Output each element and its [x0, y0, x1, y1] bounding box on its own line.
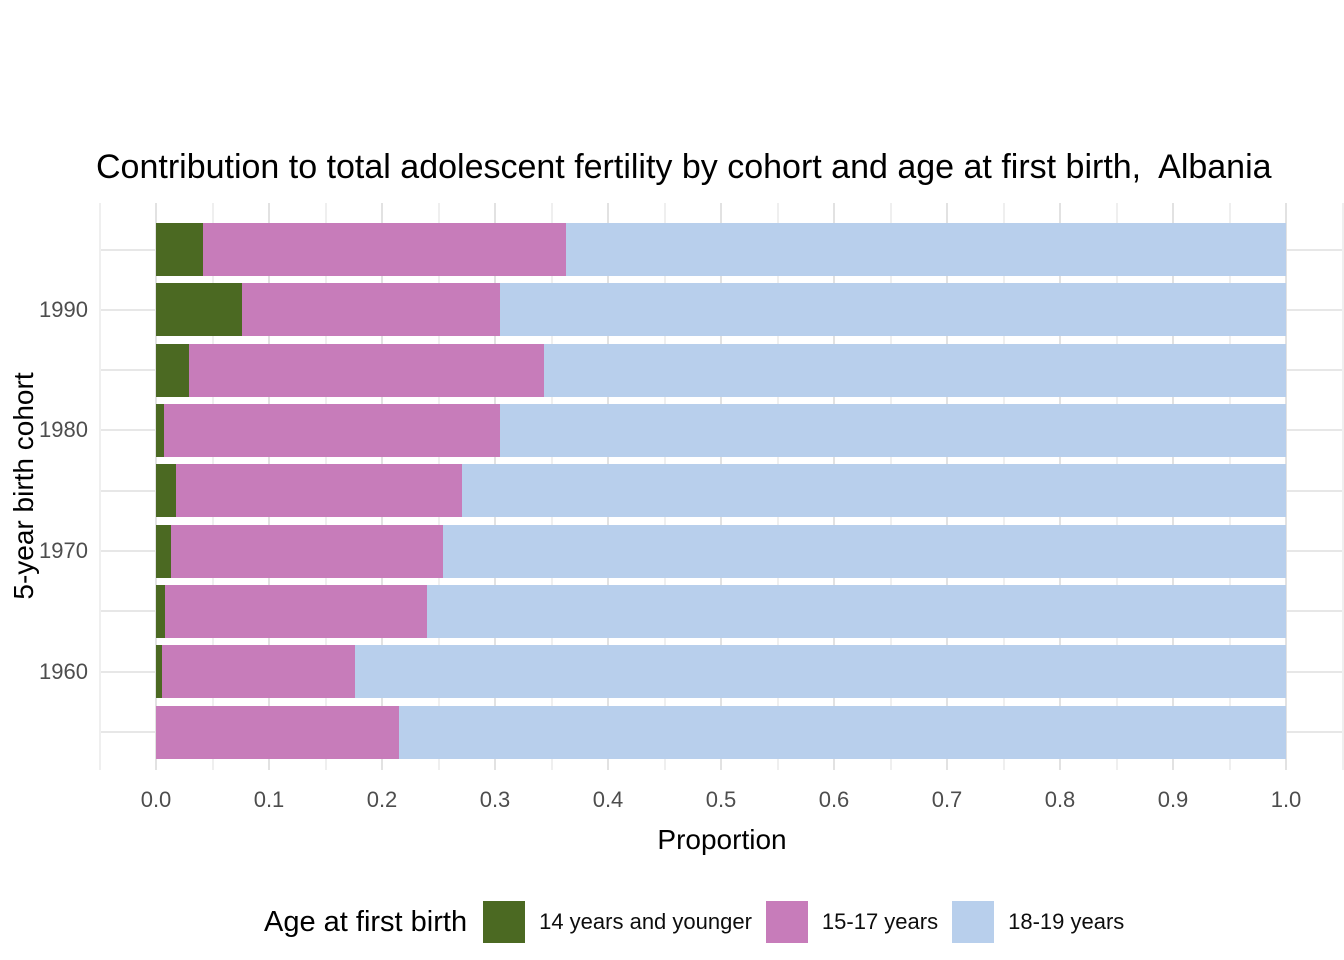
- bar-segment-15-17-years: [188, 343, 544, 397]
- legend-item: 18-19 years: [952, 901, 1124, 943]
- bar-segment-14-years-and-younger: [156, 343, 189, 397]
- x-tick-label: 1.0: [1270, 787, 1302, 812]
- major-gridline: [1285, 203, 1287, 770]
- x-tick-label: 0.9: [1157, 787, 1189, 812]
- legend-swatch-14-years-and-younger: [483, 901, 526, 943]
- bar-row: [156, 645, 1286, 699]
- bar-segment-14-years-and-younger: [156, 584, 166, 638]
- legend-title: Age at first birth: [264, 905, 468, 938]
- x-tick-label: 0.2: [366, 787, 398, 812]
- x-axis-tick-labels: 0.0 0.1 0.2 0.3 0.4 0.5 0.6 0.7 0.8 0.9 1.0: [100, 787, 1344, 815]
- y-axis-title: 5-year birth cohort: [8, 372, 39, 600]
- x-tick-label: 0.6: [818, 787, 850, 812]
- x-tick-label: 0.5: [705, 787, 737, 812]
- bar-segment-18-19-years: [354, 645, 1286, 699]
- x-tick-label: 0.8: [1044, 787, 1076, 812]
- x-tick-label: 0.4: [592, 787, 624, 812]
- y-tick-label: 1980: [39, 417, 88, 443]
- bar-segment-15-17-years: [156, 705, 399, 759]
- x-tick-label: 0.1: [253, 787, 285, 812]
- bar-segment-15-17-years: [170, 524, 444, 578]
- y-tick-label: 1970: [39, 538, 88, 564]
- bar-segment-14-years-and-younger: [156, 645, 162, 699]
- bar-row: [156, 524, 1286, 578]
- bar-segment-18-19-years: [443, 524, 1286, 578]
- bar-segment-15-17-years: [161, 645, 355, 699]
- plot-panel: [98, 203, 1344, 770]
- legend-item: 14 years and younger: [483, 901, 752, 943]
- legend: Age at first birth 14 years and younger 1…: [264, 898, 1138, 946]
- x-axis-title: Proportion: [657, 824, 787, 855]
- bar-row: [156, 283, 1286, 337]
- legend-item: 15-17 years: [765, 901, 939, 943]
- bar-row: [156, 403, 1286, 457]
- bar-segment-15-17-years: [241, 283, 500, 337]
- y-axis-tick-labels: 1990 1980 1970 1960: [0, 0, 88, 960]
- legend-label: 15-17 years: [821, 909, 939, 934]
- legend-swatch-18-19-years: [952, 901, 995, 943]
- x-tick-label: 0.7: [931, 787, 963, 812]
- bar-segment-18-19-years: [398, 705, 1286, 759]
- bar-segment-18-19-years: [543, 343, 1286, 397]
- legend-label: 18-19 years: [1008, 909, 1125, 934]
- minor-gridline: [1341, 203, 1344, 770]
- bar-segment-15-17-years: [176, 464, 463, 518]
- bar-segment-18-19-years: [462, 464, 1286, 518]
- bars-layer: [100, 203, 1344, 770]
- legend-label: 14 years and younger: [539, 909, 752, 934]
- bar-segment-14-years-and-younger: [156, 403, 164, 457]
- bar-row: [156, 705, 1286, 759]
- bar-row: [156, 343, 1286, 397]
- bar-row: [156, 464, 1286, 518]
- bar-segment-18-19-years: [499, 403, 1286, 457]
- x-tick-label: 0.3: [479, 787, 511, 812]
- bar-segment-15-17-years: [165, 584, 428, 638]
- x-tick-label: 0.0: [140, 787, 172, 812]
- bar-segment-15-17-years: [203, 223, 567, 276]
- bar-segment-18-19-years: [427, 584, 1286, 638]
- y-tick-label: 1990: [39, 296, 88, 322]
- bar-segment-14-years-and-younger: [156, 283, 242, 337]
- bar-segment-15-17-years: [163, 403, 500, 457]
- y-tick-label: 1960: [39, 658, 88, 684]
- bar-segment-18-19-years: [499, 283, 1286, 337]
- legend-swatch-15-17-years: [765, 901, 808, 943]
- bar-segment-14-years-and-younger: [156, 223, 204, 276]
- minor-gridline: [98, 203, 101, 770]
- bar-row: [156, 584, 1286, 638]
- chart-title: Contribution to total adolescent fertili…: [96, 148, 1272, 186]
- bar-segment-14-years-and-younger: [156, 464, 177, 518]
- bar-segment-14-years-and-younger: [156, 524, 171, 578]
- bar-segment-18-19-years: [566, 223, 1286, 276]
- bar-row: [156, 223, 1286, 276]
